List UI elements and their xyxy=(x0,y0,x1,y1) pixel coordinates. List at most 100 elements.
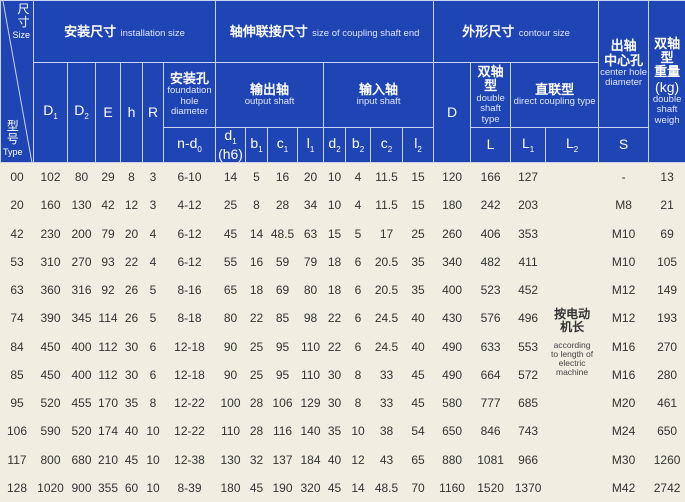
unit: (kg) xyxy=(649,80,685,95)
symbol: D xyxy=(74,102,84,118)
table-cell: 6 xyxy=(346,276,371,304)
table-cell: 129 xyxy=(298,389,324,417)
table-cell: 85 xyxy=(268,304,298,332)
symbol: L xyxy=(487,136,495,152)
table-cell: 10 xyxy=(346,417,371,445)
table-cell: 106 xyxy=(268,389,298,417)
table-cell: 490 xyxy=(434,333,471,361)
table-cell: 340 xyxy=(434,248,471,276)
table-cell: 140 xyxy=(298,417,324,445)
table-cell: 26 xyxy=(121,304,143,332)
col-n-d0: n-d0 xyxy=(164,128,216,163)
table-cell: 450 xyxy=(34,361,68,389)
table-cell: 24.5 xyxy=(371,304,403,332)
subscript: 2 xyxy=(388,145,392,154)
table-cell: 65 xyxy=(216,276,246,304)
table-cell: 1081 xyxy=(471,446,511,474)
table-cell: 160 xyxy=(34,191,68,219)
table-cell: M24 xyxy=(599,417,649,445)
subscript: 1 xyxy=(284,145,288,154)
col-D: D xyxy=(434,63,471,163)
label-cn: 出轴 xyxy=(599,39,648,53)
table-cell: 20.5 xyxy=(371,248,403,276)
table-cell: 6 xyxy=(346,333,371,361)
table-cell: 35 xyxy=(121,389,143,417)
table-cell: 490 xyxy=(434,361,471,389)
table-cell: 84 xyxy=(1,333,34,361)
table-cell: 80 xyxy=(216,304,246,332)
table-cell: 452 xyxy=(511,276,546,304)
col-D1: D1 xyxy=(34,63,68,163)
table-cell: 48.5 xyxy=(371,474,403,502)
table-cell: 8-39 xyxy=(164,474,216,502)
symbol: R xyxy=(148,104,158,120)
table-cell: 390 xyxy=(34,304,68,332)
table-cell: 16 xyxy=(246,248,268,276)
label-cn: 双轴 xyxy=(471,65,510,79)
table-cell: 128 xyxy=(1,474,34,502)
subscript: 1 xyxy=(53,112,57,121)
table-cell: 180 xyxy=(434,191,471,219)
label-cn: 双轴 xyxy=(649,37,685,51)
table-cell: 35 xyxy=(403,276,434,304)
table-cell: 137 xyxy=(268,446,298,474)
note-en: according to length of electric machine xyxy=(549,341,595,377)
table-cell: 450 xyxy=(34,333,68,361)
table-cell: M10 xyxy=(599,248,649,276)
table-cell: 30 xyxy=(324,389,346,417)
col-R: R xyxy=(143,63,164,163)
label-cn: 外形尺寸 xyxy=(462,24,514,39)
table-cell: 1260 xyxy=(649,446,685,474)
table-cell: 130 xyxy=(216,446,246,474)
table-cell: 21 xyxy=(649,191,685,219)
table-cell: 85 xyxy=(1,361,34,389)
table-cell: 69 xyxy=(649,220,685,248)
table-cell: 110 xyxy=(298,361,324,389)
table-cell: 5 xyxy=(143,304,164,332)
label-en: foundation hole diameter xyxy=(164,86,215,117)
col-L1: L1 xyxy=(511,128,546,163)
col-l1: l1 xyxy=(298,128,324,163)
label-cn: 直联型 xyxy=(511,83,598,97)
size-en: Size xyxy=(12,30,30,40)
table-cell: 26 xyxy=(121,276,143,304)
table-cell: M12 xyxy=(599,276,649,304)
table-cell: 316 xyxy=(68,276,96,304)
table-cell: 1020 xyxy=(34,474,68,502)
symbol: E xyxy=(103,104,112,120)
table-cell: 40 xyxy=(403,304,434,332)
table-cell: 59 xyxy=(268,248,298,276)
table-cell: 12-18 xyxy=(164,361,216,389)
table-cell: 12-38 xyxy=(164,446,216,474)
col-L: L xyxy=(471,128,511,163)
table-cell: M16 xyxy=(599,361,649,389)
table-cell: 22 xyxy=(324,304,346,332)
table-cell: 230 xyxy=(34,220,68,248)
table-cell: 112 xyxy=(96,361,121,389)
table-cell: 28 xyxy=(246,389,268,417)
group-coupling-size: 轴伸联接尺寸 size of coupling shaft end xyxy=(216,1,434,63)
table-cell: 80 xyxy=(68,163,96,192)
label-en: contour size xyxy=(519,28,570,39)
table-cell: 106 xyxy=(1,417,34,445)
col-L2: L2 xyxy=(546,128,599,163)
table-cell: 1370 xyxy=(511,474,546,502)
table-cell: 10 xyxy=(143,417,164,445)
table-cell: 149 xyxy=(649,276,685,304)
table-cell: 880 xyxy=(434,446,471,474)
symbol: L xyxy=(566,135,574,151)
col-c2: c2 xyxy=(371,128,403,163)
table-cell: 95 xyxy=(268,333,298,361)
table-cell: 8 xyxy=(246,191,268,219)
label-en: size of coupling shaft end xyxy=(312,28,419,39)
table-cell: 25 xyxy=(246,361,268,389)
table-cell: M20 xyxy=(599,389,649,417)
col-d2: d2 xyxy=(324,128,346,163)
table-cell: 18 xyxy=(246,276,268,304)
table-cell: 580 xyxy=(434,389,471,417)
table-cell: 60 xyxy=(121,474,143,502)
table-cell: 24.5 xyxy=(371,333,403,361)
table-cell: 114 xyxy=(96,304,121,332)
